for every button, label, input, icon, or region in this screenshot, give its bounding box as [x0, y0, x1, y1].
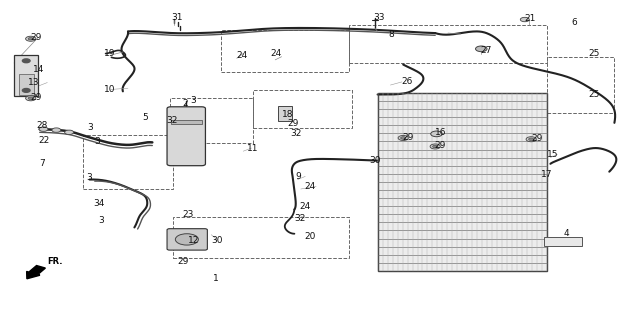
Bar [544, 237, 582, 246]
Text: 21: 21 [525, 14, 536, 23]
Circle shape [398, 135, 408, 140]
Text: 30: 30 [369, 156, 381, 165]
Circle shape [26, 96, 36, 101]
Bar [173, 217, 349, 258]
Circle shape [39, 127, 48, 131]
Circle shape [65, 130, 74, 135]
Text: 20: 20 [305, 232, 316, 241]
Text: 25: 25 [589, 90, 600, 99]
FancyBboxPatch shape [167, 229, 207, 250]
Text: 32: 32 [291, 129, 302, 138]
Circle shape [520, 17, 529, 22]
Text: 29: 29 [402, 133, 413, 141]
Text: 4: 4 [563, 229, 569, 238]
Bar [278, 106, 292, 121]
Circle shape [28, 97, 33, 100]
Circle shape [175, 234, 198, 245]
Circle shape [526, 137, 536, 142]
Circle shape [52, 128, 61, 132]
Text: 5: 5 [142, 113, 148, 122]
Text: 24: 24 [270, 49, 282, 58]
Text: 29: 29 [287, 119, 299, 128]
Circle shape [401, 137, 406, 139]
Text: 19: 19 [104, 49, 115, 58]
Text: 6: 6 [571, 18, 577, 26]
Circle shape [22, 89, 30, 92]
Circle shape [22, 59, 30, 63]
Text: 8: 8 [388, 30, 394, 39]
Circle shape [430, 144, 440, 149]
Text: 24: 24 [237, 51, 248, 60]
Text: 1: 1 [212, 274, 218, 283]
Bar [378, 93, 547, 271]
Text: 34: 34 [93, 199, 104, 208]
FancyBboxPatch shape [167, 107, 205, 166]
Circle shape [476, 46, 487, 52]
Text: 15: 15 [547, 150, 559, 159]
Circle shape [431, 131, 442, 137]
Text: 16: 16 [435, 129, 447, 137]
Text: 32: 32 [166, 116, 178, 125]
Text: 33: 33 [374, 13, 385, 22]
Text: 26: 26 [401, 77, 413, 86]
Bar [253, 90, 352, 128]
Bar [83, 135, 173, 189]
Text: 28: 28 [36, 122, 48, 130]
Text: 13: 13 [28, 78, 40, 87]
Text: 14: 14 [33, 66, 45, 74]
Text: 10: 10 [104, 85, 116, 94]
Text: 12: 12 [188, 236, 199, 244]
Text: 24: 24 [299, 202, 310, 211]
Text: 29: 29 [31, 33, 42, 42]
Bar [14, 55, 38, 96]
Text: 3: 3 [86, 173, 92, 181]
Text: FR.: FR. [47, 256, 63, 266]
Text: 23: 23 [182, 210, 194, 219]
Text: 7: 7 [40, 159, 45, 168]
Text: 9: 9 [296, 172, 301, 181]
Bar [170, 98, 253, 143]
Circle shape [433, 145, 438, 148]
Circle shape [28, 37, 33, 40]
Text: 18: 18 [282, 111, 293, 119]
Text: 31: 31 [172, 13, 183, 22]
Bar [349, 25, 547, 63]
Text: 3: 3 [95, 137, 100, 146]
Text: 24: 24 [305, 182, 316, 191]
Bar [171, 120, 202, 124]
Text: 2: 2 [182, 100, 188, 108]
Text: 25: 25 [589, 49, 600, 58]
Text: 3: 3 [191, 96, 196, 105]
Text: 32: 32 [294, 215, 306, 223]
Bar [221, 30, 349, 72]
FancyArrow shape [27, 266, 45, 279]
Bar [19, 74, 34, 94]
Bar [547, 57, 614, 113]
Text: 29: 29 [531, 134, 543, 143]
Text: 17: 17 [541, 170, 552, 179]
Text: 3: 3 [87, 123, 93, 132]
Text: 30: 30 [211, 237, 223, 245]
Text: 22: 22 [38, 136, 50, 145]
Text: 29: 29 [177, 257, 189, 266]
Circle shape [529, 138, 534, 140]
Text: 3: 3 [99, 216, 104, 225]
Text: 29: 29 [435, 141, 446, 150]
Text: 27: 27 [480, 46, 492, 55]
Text: 11: 11 [247, 144, 259, 152]
Circle shape [26, 36, 36, 41]
Text: 29: 29 [31, 93, 42, 102]
